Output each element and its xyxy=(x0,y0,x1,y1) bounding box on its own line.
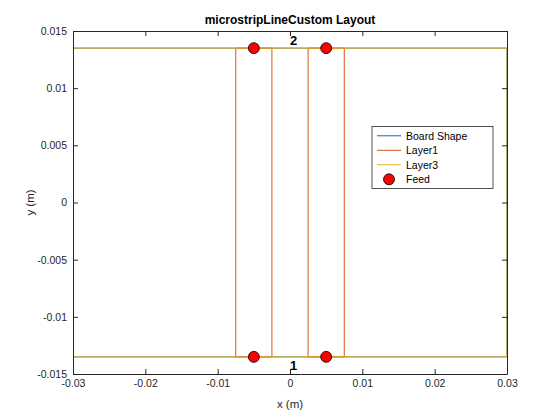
tick-mark xyxy=(73,88,78,89)
tick-label: -0.02 xyxy=(134,377,158,389)
tick xyxy=(502,260,507,261)
tick: 0.01 xyxy=(353,369,374,389)
legend-label: Board Shape xyxy=(406,130,467,142)
tick-label: -0.015 xyxy=(37,368,67,380)
tick xyxy=(502,145,507,146)
feed-point xyxy=(248,351,259,362)
title: microstripLineCustom Layout xyxy=(205,13,376,27)
tick-mark xyxy=(502,88,507,89)
series-line xyxy=(236,48,345,357)
tick-mark xyxy=(145,369,146,374)
tick-mark xyxy=(145,31,146,36)
legend-label: Feed xyxy=(406,173,430,185)
tick-label: 0.02 xyxy=(425,377,446,389)
legend-line xyxy=(377,164,401,165)
axis-line xyxy=(507,32,508,375)
legend-label: Layer1 xyxy=(406,144,438,156)
tick-label: 0.015 xyxy=(41,25,67,37)
tick-mark xyxy=(73,145,78,146)
tick: -0.01 xyxy=(206,369,230,389)
plot-background xyxy=(73,31,507,374)
tick-label: -0.01 xyxy=(206,377,230,389)
legend: Board Shape Layer1 Layer3 Feed xyxy=(372,127,493,189)
chart: -0.03-0.02-0.0100.010.020.03-0.015-0.01-… xyxy=(0,0,560,420)
legend-line xyxy=(377,150,401,151)
tick-mark xyxy=(435,369,436,374)
tick-mark xyxy=(362,369,363,374)
axis-line xyxy=(74,374,508,375)
tick xyxy=(362,31,363,36)
tick: -0.005 xyxy=(37,254,78,266)
legend-label: Layer3 xyxy=(406,159,438,171)
tick-mark xyxy=(73,31,78,32)
y-axis-title: y (m) xyxy=(24,189,36,215)
tick: -0.02 xyxy=(134,369,158,389)
series-line xyxy=(73,48,507,357)
y-axis-right xyxy=(502,32,508,375)
annotation: 2 xyxy=(290,33,297,48)
tick-mark xyxy=(502,374,507,375)
annotation: 1 xyxy=(290,358,297,373)
tick-mark xyxy=(502,31,507,32)
tick-mark xyxy=(218,369,219,374)
tick-mark xyxy=(502,145,507,146)
legend-line xyxy=(377,135,401,136)
feed-point xyxy=(321,351,332,362)
legend-marker xyxy=(384,174,395,185)
tick xyxy=(502,317,507,318)
tick-label: 0.01 xyxy=(47,82,68,94)
tick-mark xyxy=(218,31,219,36)
tick-mark xyxy=(502,203,507,204)
tick-mark xyxy=(502,317,507,318)
series-line xyxy=(73,48,507,357)
tick-mark xyxy=(502,260,507,261)
tick-mark xyxy=(73,260,78,261)
tick xyxy=(502,374,507,375)
legend-box xyxy=(372,127,493,189)
feed-point xyxy=(321,43,332,54)
tick-mark xyxy=(73,317,78,318)
tick-label: 0.01 xyxy=(353,377,374,389)
plot-area xyxy=(73,43,507,363)
tick-label: 0 xyxy=(61,196,67,208)
tick-label: 0.005 xyxy=(41,139,67,151)
x-axis-title: x (m) xyxy=(277,398,303,410)
y-axis: -0.015 -0.01 -0.005 0 0.005 0.01 0.015 xyxy=(37,25,78,380)
tick-mark xyxy=(435,31,436,36)
tick: 0.02 xyxy=(425,369,446,389)
tick: 0 xyxy=(61,196,78,208)
tick: 0.015 xyxy=(41,25,78,37)
tick: 0.01 xyxy=(47,82,78,94)
tick: 0.005 xyxy=(41,139,78,151)
tick xyxy=(502,31,507,32)
tick-label: 0 xyxy=(288,377,294,389)
tick-mark xyxy=(73,374,78,375)
tick xyxy=(435,31,436,36)
tick-mark xyxy=(73,203,78,204)
tick xyxy=(218,31,219,36)
tick-label: -0.005 xyxy=(37,254,67,266)
tick-label: -0.01 xyxy=(43,311,67,323)
tick xyxy=(145,31,146,36)
feed-point xyxy=(248,43,259,54)
tick xyxy=(502,203,507,204)
tick-mark xyxy=(362,31,363,36)
tick-label: 0.03 xyxy=(497,377,518,389)
tick xyxy=(502,88,507,89)
tick: -0.01 xyxy=(43,311,78,323)
tick: -0.015 xyxy=(37,368,78,380)
